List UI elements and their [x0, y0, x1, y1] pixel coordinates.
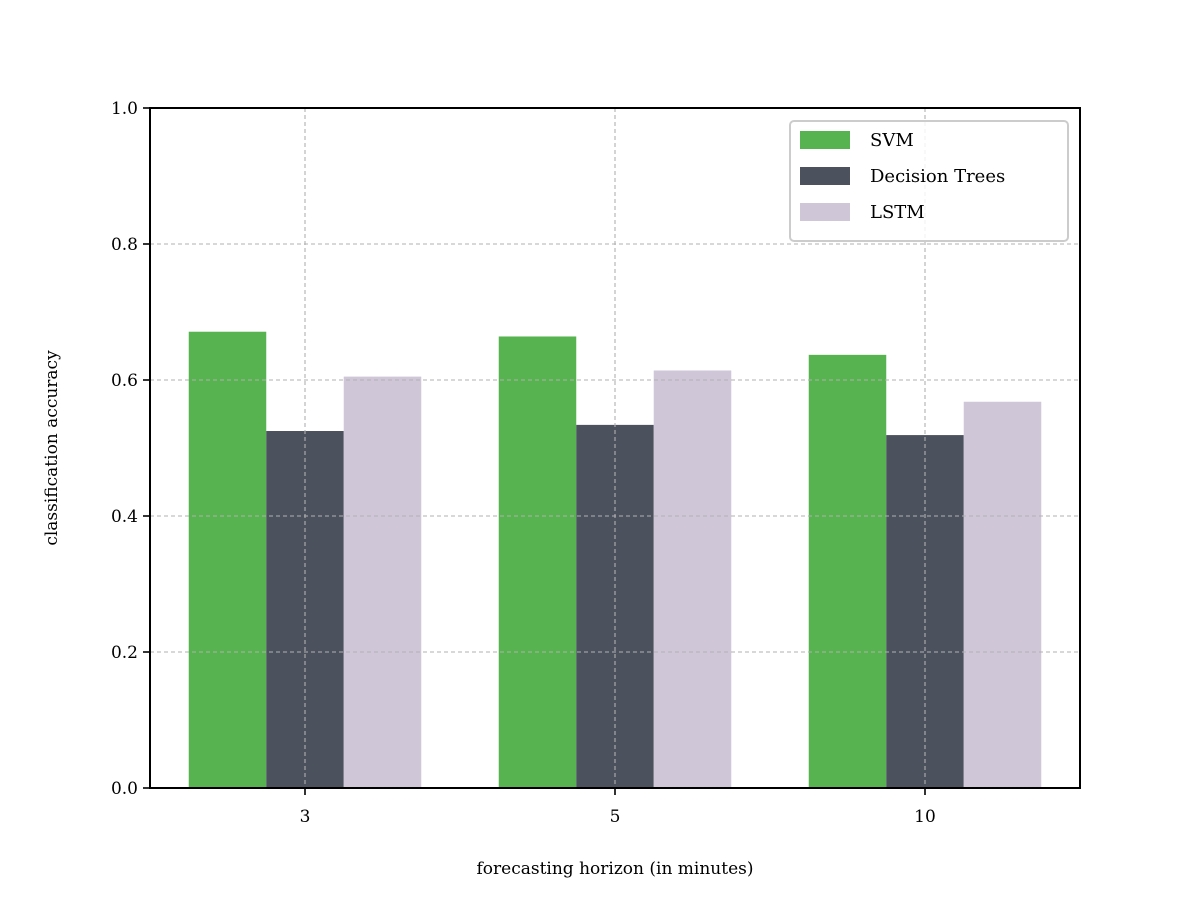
legend-swatch-decision-trees [800, 167, 850, 185]
bar-svm-10 [808, 354, 887, 788]
x-tick-label: 10 [914, 807, 936, 827]
y-tick-label: 0.8 [111, 235, 138, 255]
legend: SVM Decision Trees LSTM [789, 120, 1069, 242]
bar-svm-5 [498, 336, 577, 788]
y-tick-label: 0.4 [111, 507, 138, 527]
ticks: 0.0 0.2 0.4 0.6 0.8 1.0 3 5 10 [111, 99, 936, 827]
legend-label: LSTM [870, 202, 925, 223]
x-axis-label: forecasting horizon (in minutes) [476, 859, 753, 879]
bar-lstm-5 [653, 370, 732, 788]
y-tick-label: 0.0 [111, 779, 138, 799]
x-tick-label: 5 [610, 807, 621, 827]
bar-lstm-3 [343, 376, 422, 788]
bar-decision-trees-3 [266, 431, 344, 788]
legend-swatch-svm [800, 131, 850, 149]
y-axis-label: classification accuracy [42, 350, 62, 546]
bar-svm-3 [188, 331, 267, 788]
bars [150, 108, 1080, 788]
bar-lstm-10 [963, 401, 1042, 788]
legend-box [789, 120, 1069, 242]
y-tick-label: 0.2 [111, 643, 138, 663]
y-tick-label: 0.6 [111, 371, 138, 391]
legend-label: SVM [870, 130, 914, 151]
legend-swatch-lstm [800, 203, 850, 221]
x-tick-label: 3 [300, 807, 311, 827]
y-tick-label: 1.0 [111, 99, 138, 119]
legend-label: Decision Trees [870, 166, 1005, 187]
